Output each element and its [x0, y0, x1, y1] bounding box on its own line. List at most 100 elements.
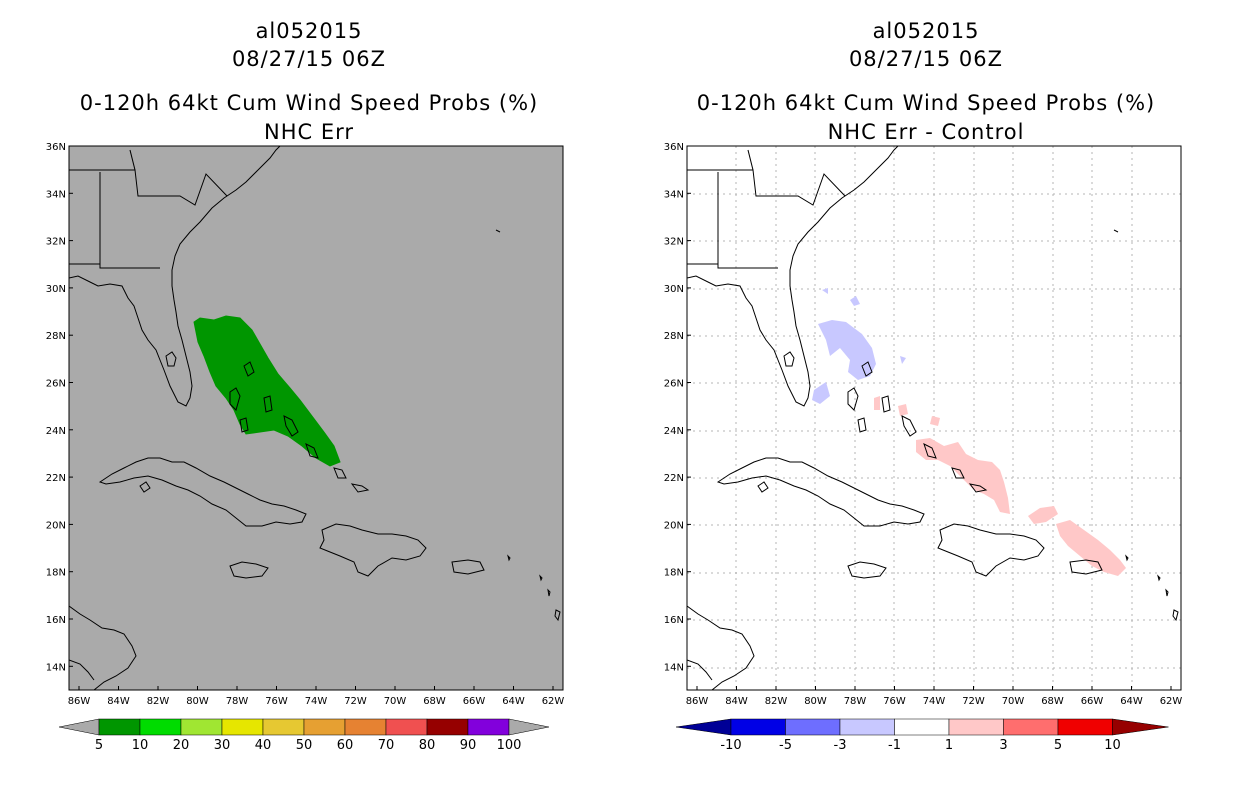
lat-label-28N: 28N	[664, 331, 684, 342]
lat-label-24N: 24N	[46, 426, 66, 437]
lat-label-14N: 14N	[664, 662, 684, 673]
left-map-background	[69, 146, 563, 690]
lat-label-20N: 20N	[46, 520, 66, 531]
lat-label-22N: 22N	[46, 473, 66, 484]
lon-label-68W: 68W	[423, 696, 446, 707]
left-datetime: 08/27/15 06Z	[231, 47, 387, 71]
right-colorbar-label: -1	[888, 738, 901, 753]
right-colorbar-label: -3	[834, 738, 847, 753]
lat-label-36N: 36N	[664, 142, 684, 153]
lon-label-62W: 62W	[542, 696, 565, 707]
lat-label-34N: 34N	[46, 189, 66, 200]
lon-label-80W: 80W	[804, 696, 827, 707]
lat-label-30N: 30N	[664, 284, 684, 295]
right-map	[686, 145, 1182, 691]
right-colorbar-box	[894, 718, 950, 736]
left-colorbar-box	[221, 718, 264, 736]
left-colorbar-high-arrow	[508, 718, 550, 736]
right-colorbar-label: 10	[1104, 738, 1121, 753]
left-colorbar-box	[262, 718, 305, 736]
right-colorbar-label: -5	[779, 738, 792, 753]
lon-label-86W: 86W	[686, 696, 709, 707]
lat-label-32N: 32N	[46, 237, 66, 248]
right-colorbar-box	[730, 718, 786, 736]
left-colorbar: 5 10 20 30 40 50 60 70 80 90 100	[58, 718, 550, 753]
lon-label-74W: 74W	[305, 696, 328, 707]
lat-label-26N: 26N	[664, 379, 684, 390]
left-colorbar-low-arrow	[58, 718, 100, 736]
lon-label-82W: 82W	[765, 696, 788, 707]
left-latitude-labels: 36N 34N 32N 30N 28N 26N 24N 22N 20N 18N 16N 14N	[46, 142, 73, 673]
right-colorbar-low-arrow	[675, 718, 732, 736]
left-subtitle: NHC Err	[263, 120, 354, 144]
lat-label-20N: 20N	[664, 520, 684, 531]
lat-label-22N: 22N	[664, 473, 684, 484]
right-colorbar-label: -10	[720, 738, 741, 753]
lat-label-30N: 30N	[46, 284, 66, 295]
lon-label-70W: 70W	[1002, 696, 1025, 707]
lon-label-64W: 64W	[502, 696, 525, 707]
lat-label-18N: 18N	[664, 568, 684, 579]
right-storm-id: al052015	[872, 19, 980, 43]
lon-label-66W: 66W	[463, 696, 486, 707]
lat-label-16N: 16N	[664, 615, 684, 626]
lon-label-74W: 74W	[923, 696, 946, 707]
right-subtitle: NHC Err - Control	[827, 120, 1025, 144]
left-map	[68, 145, 564, 691]
lat-label-32N: 32N	[664, 237, 684, 248]
lon-label-78W: 78W	[844, 696, 867, 707]
right-negative-areas	[812, 288, 906, 404]
left-colorbar-box	[139, 718, 182, 736]
lon-label-64W: 64W	[1120, 696, 1143, 707]
left-longitude-labels: 86W 84W 82W 80W 78W 76W 74W 72W 70W 68W 66W 64W 62W	[68, 686, 565, 707]
left-colorbar-box	[385, 718, 428, 736]
left-colorbar-label: 30	[214, 738, 231, 753]
left-probability-swath	[193, 315, 341, 467]
left-colorbar-label: 10	[132, 738, 149, 753]
left-colorbar-box	[344, 718, 387, 736]
lat-label-14N: 14N	[46, 662, 66, 673]
right-colorbar-box	[839, 718, 895, 736]
lon-label-86W: 86W	[68, 696, 91, 707]
lon-label-72W: 72W	[962, 696, 985, 707]
right-longitude-labels: 86W 84W 82W 80W 78W 76W 74W 72W 70W 68W 66W 64W 62W	[686, 686, 1183, 707]
right-colorbar-label: 1	[945, 738, 953, 753]
left-colorbar-label: 60	[337, 738, 354, 753]
right-colorbar-label: 3	[999, 738, 1007, 753]
lon-label-66W: 66W	[1081, 696, 1104, 707]
left-colorbar-box	[303, 718, 346, 736]
left-colorbar-label: 5	[95, 738, 103, 753]
lat-label-24N: 24N	[664, 426, 684, 437]
left-title: 0-120h 64kt Cum Wind Speed Probs (%)	[79, 91, 539, 115]
right-datetime: 08/27/15 06Z	[848, 47, 1004, 71]
right-colorbar-box	[785, 718, 841, 736]
lon-label-80W: 80W	[186, 696, 209, 707]
lon-label-84W: 84W	[725, 696, 748, 707]
lat-label-18N: 18N	[46, 568, 66, 579]
lat-label-28N: 28N	[46, 331, 66, 342]
right-colorbar-high-arrow	[1112, 718, 1169, 736]
right-latitude-labels: 36N 34N 32N 30N 28N 26N 24N 22N 20N 18N 16N 14N	[664, 142, 691, 673]
left-colorbar-label: 80	[419, 738, 436, 753]
left-colorbar-label: 100	[497, 738, 522, 753]
right-colorbar-box	[1003, 718, 1059, 736]
lon-label-76W: 76W	[883, 696, 906, 707]
left-colorbar-box	[98, 718, 141, 736]
lon-label-68W: 68W	[1041, 696, 1064, 707]
left-colorbar-label: 90	[460, 738, 477, 753]
lon-label-84W: 84W	[107, 696, 130, 707]
left-colorbar-label: 40	[255, 738, 272, 753]
right-title: 0-120h 64kt Cum Wind Speed Probs (%)	[696, 91, 1156, 115]
lat-label-16N: 16N	[46, 615, 66, 626]
left-colorbar-label: 50	[296, 738, 313, 753]
lon-label-70W: 70W	[384, 696, 407, 707]
right-colorbar: -10 -5 -3 -1 1 3 5 10	[675, 718, 1169, 753]
left-storm-id: al052015	[255, 19, 363, 43]
left-colorbar-label: 20	[173, 738, 190, 753]
left-colorbar-box	[426, 718, 469, 736]
lon-label-72W: 72W	[344, 696, 367, 707]
lon-label-76W: 76W	[265, 696, 288, 707]
lon-label-82W: 82W	[147, 696, 170, 707]
lon-label-62W: 62W	[1160, 696, 1183, 707]
